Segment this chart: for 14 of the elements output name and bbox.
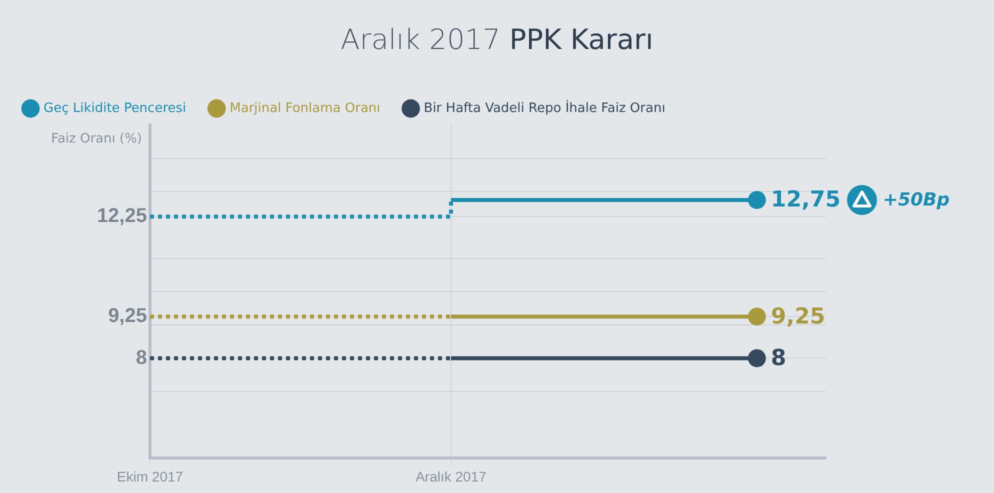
y-tick-label: 9,25 bbox=[108, 305, 147, 328]
legend-label: Marjinal Fonlama Oranı bbox=[230, 100, 380, 116]
data-label: 9,25 bbox=[770, 304, 826, 330]
data-label: 8 bbox=[770, 346, 786, 371]
x-tick-label: Ekim 2017 bbox=[116, 468, 184, 484]
data-label: 12,75 bbox=[770, 188, 841, 213]
y-tick-label: 8 bbox=[136, 346, 147, 369]
text: +50Bp bbox=[882, 190, 950, 211]
x-tick-label: Aralık 2017 bbox=[416, 468, 487, 484]
chart-title: Aralık 2017 PPK Kararı bbox=[340, 23, 654, 56]
legend-label: Geç Likidite Penceresi bbox=[44, 100, 186, 116]
y-axis-title: Faiz Oranı (%) bbox=[51, 131, 142, 146]
y-tick-label: 12,25 bbox=[96, 205, 147, 228]
legend-label: Bir Hafta Vadeli Repo İhale Faiz Oranı bbox=[424, 100, 666, 116]
